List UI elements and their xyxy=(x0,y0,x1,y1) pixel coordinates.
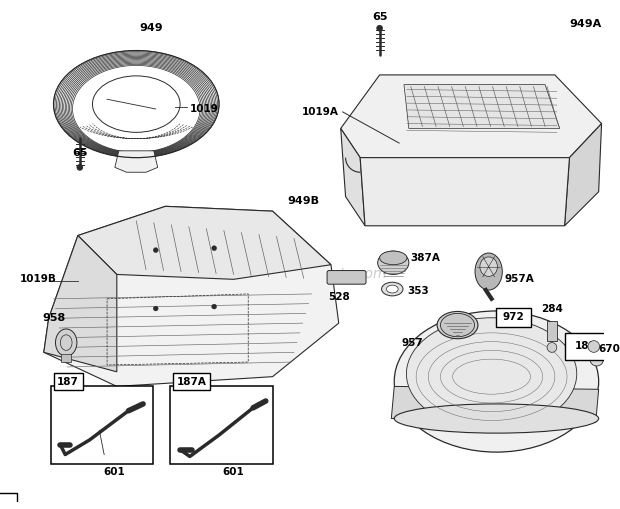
Ellipse shape xyxy=(92,76,180,132)
Bar xyxy=(53,373,82,390)
Circle shape xyxy=(211,304,216,309)
Ellipse shape xyxy=(440,314,474,337)
Text: 187A: 187A xyxy=(177,377,206,386)
Text: 949B: 949B xyxy=(287,196,319,207)
Ellipse shape xyxy=(475,253,502,290)
Bar xyxy=(173,373,210,390)
Text: 958: 958 xyxy=(42,313,65,323)
Text: eReplacementParts.com: eReplacementParts.com xyxy=(217,267,386,281)
Text: 949A: 949A xyxy=(569,19,601,30)
Text: 601: 601 xyxy=(223,467,244,477)
Circle shape xyxy=(547,343,557,352)
Ellipse shape xyxy=(379,251,407,265)
Polygon shape xyxy=(404,84,560,128)
Polygon shape xyxy=(565,124,601,226)
Polygon shape xyxy=(115,151,157,172)
Polygon shape xyxy=(391,386,599,422)
Text: 972: 972 xyxy=(502,313,524,322)
Polygon shape xyxy=(360,158,569,226)
Ellipse shape xyxy=(437,312,478,338)
Bar xyxy=(547,321,557,341)
Bar xyxy=(497,307,531,327)
Text: 1019: 1019 xyxy=(190,104,219,114)
Circle shape xyxy=(377,25,383,31)
Bar xyxy=(170,386,273,464)
Circle shape xyxy=(77,164,82,171)
Ellipse shape xyxy=(386,285,398,293)
Ellipse shape xyxy=(480,257,497,276)
Text: 1019A: 1019A xyxy=(302,107,339,117)
Circle shape xyxy=(211,246,216,250)
Text: 670: 670 xyxy=(599,345,620,354)
Polygon shape xyxy=(341,128,365,226)
Polygon shape xyxy=(44,236,117,372)
Ellipse shape xyxy=(394,311,599,452)
Circle shape xyxy=(590,352,603,366)
Polygon shape xyxy=(44,206,339,386)
Text: 528: 528 xyxy=(328,292,350,302)
Ellipse shape xyxy=(378,251,409,274)
Bar xyxy=(61,354,71,362)
Bar xyxy=(565,333,608,360)
Text: 188: 188 xyxy=(575,342,597,352)
Text: 284: 284 xyxy=(541,304,563,315)
Text: 957: 957 xyxy=(402,337,423,348)
Text: 65: 65 xyxy=(372,12,388,22)
Circle shape xyxy=(153,306,158,311)
Polygon shape xyxy=(78,206,331,279)
Text: 949: 949 xyxy=(139,23,162,33)
Ellipse shape xyxy=(55,329,77,356)
Circle shape xyxy=(153,248,158,252)
Polygon shape xyxy=(341,75,601,158)
Bar xyxy=(0,494,17,509)
Text: 387A: 387A xyxy=(411,253,441,263)
FancyBboxPatch shape xyxy=(327,271,366,284)
Bar xyxy=(51,386,153,464)
Text: 65: 65 xyxy=(72,148,87,158)
Text: 353: 353 xyxy=(407,286,428,296)
Ellipse shape xyxy=(406,318,577,430)
Text: 601: 601 xyxy=(103,467,125,477)
Ellipse shape xyxy=(381,282,403,296)
Text: 1019B: 1019B xyxy=(19,274,56,285)
Text: 187: 187 xyxy=(57,377,79,386)
Ellipse shape xyxy=(588,341,600,352)
Ellipse shape xyxy=(394,404,599,433)
Text: 957A: 957A xyxy=(504,274,534,285)
